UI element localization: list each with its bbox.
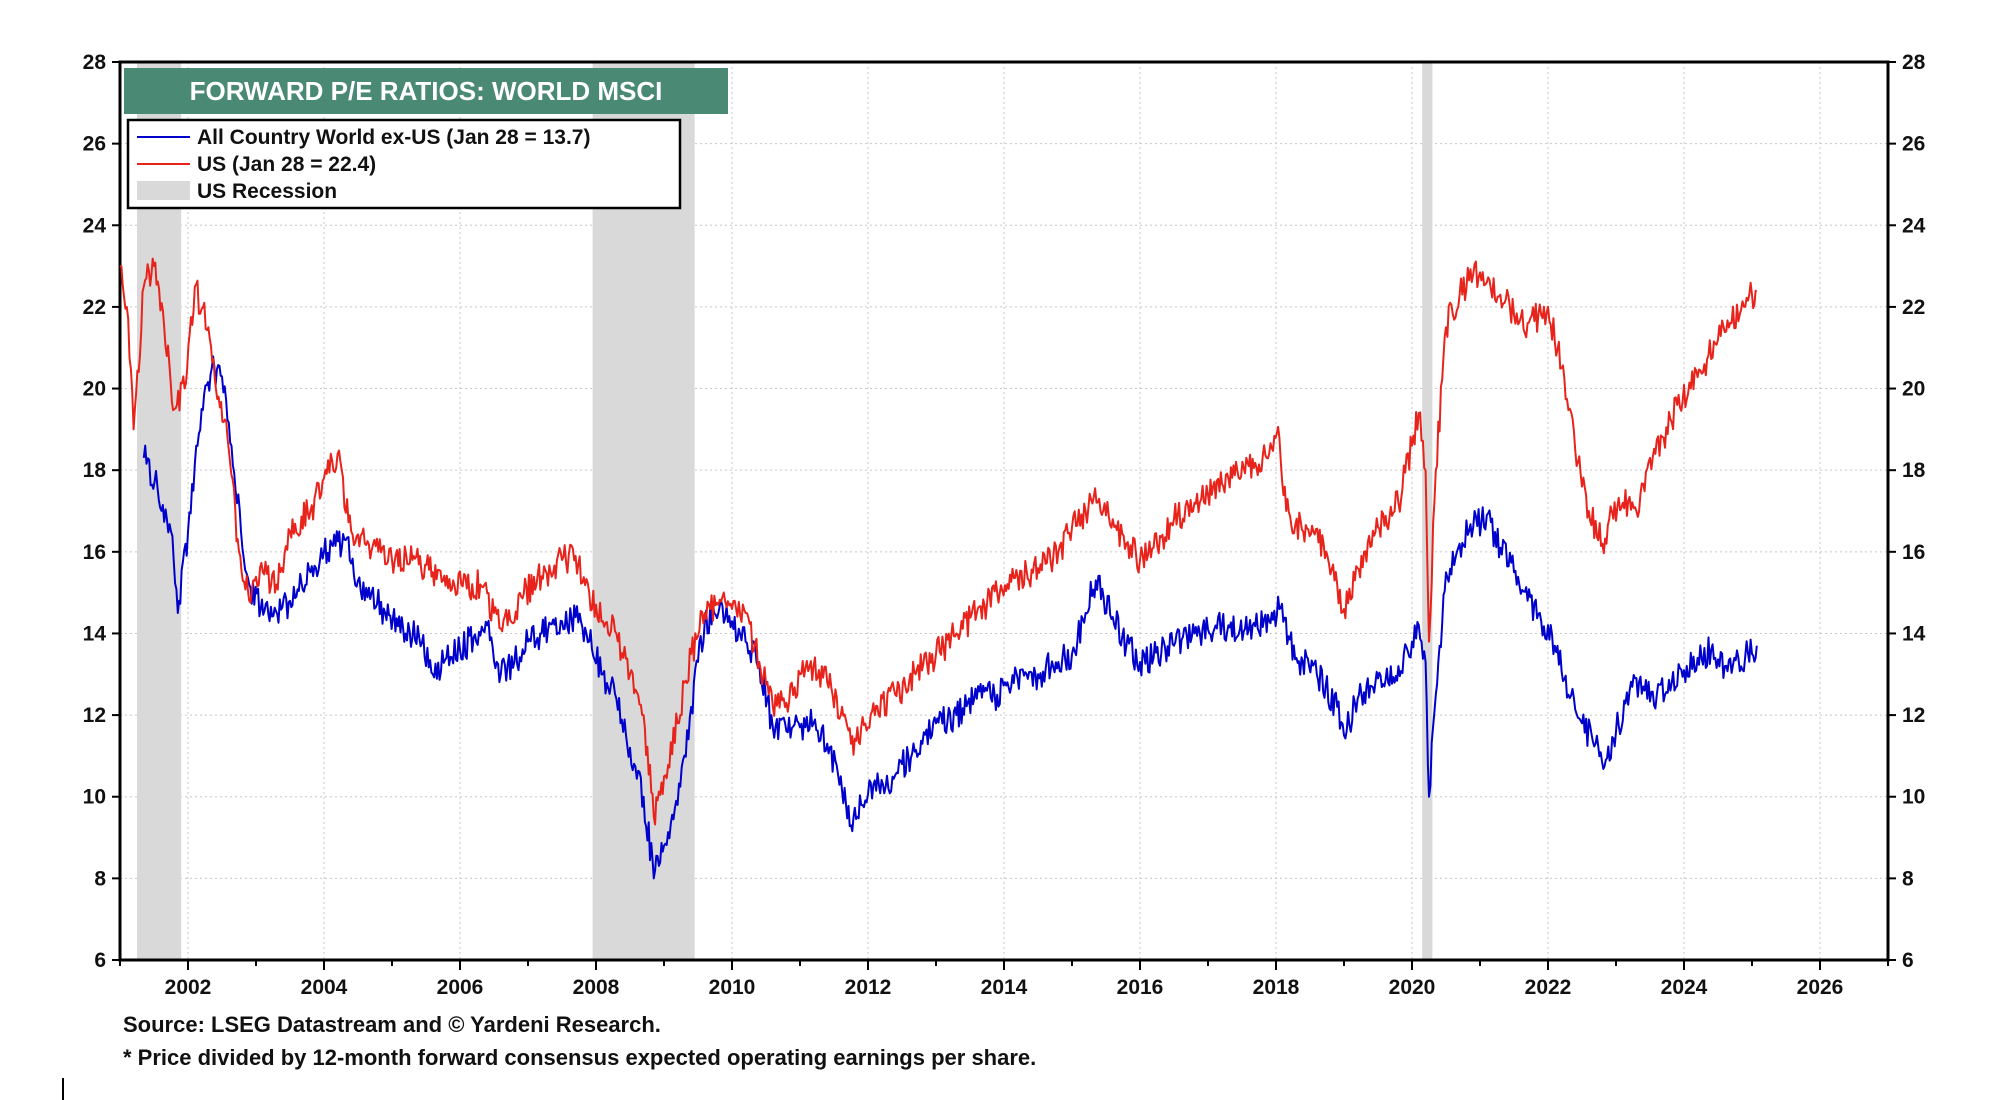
- legend-frame: [126, 118, 682, 210]
- series-line-us: [119, 257, 1757, 826]
- chart-title: FORWARD P/E RATIOS: WORLD MSCI: [190, 76, 663, 106]
- y-tick-label-left: 8: [94, 867, 106, 890]
- x-tick-label: 2022: [1525, 976, 1572, 999]
- y-tick-label-left: 12: [83, 704, 106, 727]
- y-tick-label-right: 6: [1902, 949, 1914, 972]
- y-tick-label-left: 20: [83, 378, 106, 401]
- x-tick-label: 2024: [1661, 976, 1708, 999]
- y-tick-label-right: 20: [1902, 378, 1925, 401]
- legend-label-acwi: All Country World ex-US (Jan 28 = 13.7): [197, 126, 590, 149]
- x-tick-label: 2008: [573, 976, 620, 999]
- y-tick-label-right: 22: [1902, 296, 1925, 319]
- y-tick-label-left: 14: [83, 622, 107, 645]
- y-tick-label-right: 8: [1902, 867, 1914, 890]
- x-tick-label: 2004: [301, 976, 348, 999]
- y-tick-label-right: 24: [1902, 214, 1926, 237]
- y-tick-label-left: 6: [94, 949, 106, 972]
- series-line-acwi-ex-us: [142, 355, 1758, 880]
- x-tick-label: 2016: [1117, 976, 1164, 999]
- x-tick-label: 2010: [709, 976, 756, 999]
- y-tick-label-left: 26: [83, 133, 106, 156]
- x-tick-label: 2002: [165, 976, 212, 999]
- methodology-note: * Price divided by 12-month forward cons…: [123, 1045, 1037, 1070]
- y-tick-label-right: 12: [1902, 704, 1925, 727]
- chart-title-box: FORWARD P/E RATIOS: WORLD MSCI: [124, 68, 728, 114]
- x-tick-label: 2020: [1389, 976, 1436, 999]
- source-note: Source: LSEG Datastream and © Yardeni Re…: [123, 1012, 661, 1037]
- legend: All Country World ex-US (Jan 28 = 13.7) …: [126, 118, 682, 210]
- chart-title-background: [124, 68, 728, 114]
- recession-band: [137, 62, 182, 960]
- y-tick-label-left: 10: [83, 786, 106, 809]
- text-cursor-mark: [62, 1078, 64, 1100]
- x-tick-label: 2006: [437, 976, 484, 999]
- x-tick-label: 2012: [845, 976, 892, 999]
- y-tick-label-right: 18: [1902, 459, 1926, 482]
- x-tick-label: 2018: [1253, 976, 1300, 999]
- y-tick-label-right: 16: [1902, 541, 1925, 564]
- y-tick-label-left: 16: [83, 541, 106, 564]
- series-lines: [119, 257, 1758, 880]
- legend-label-us: US (Jan 28 = 22.4): [197, 153, 376, 176]
- y-tick-label-right: 28: [1902, 51, 1926, 74]
- y-tick-label-right: 10: [1902, 786, 1925, 809]
- y-tick-label-left: 18: [83, 459, 107, 482]
- legend-label-recession: US Recession: [197, 180, 337, 203]
- x-tick-label: 2014: [981, 976, 1028, 999]
- x-tick-label: 2026: [1797, 976, 1844, 999]
- y-tick-label-right: 26: [1902, 133, 1925, 156]
- legend-swatch-recession: [137, 181, 190, 200]
- y-tick-label-right: 14: [1902, 622, 1926, 645]
- y-tick-label-left: 24: [83, 214, 107, 237]
- y-tick-label-left: 28: [83, 51, 107, 74]
- y-tick-label-left: 22: [83, 296, 106, 319]
